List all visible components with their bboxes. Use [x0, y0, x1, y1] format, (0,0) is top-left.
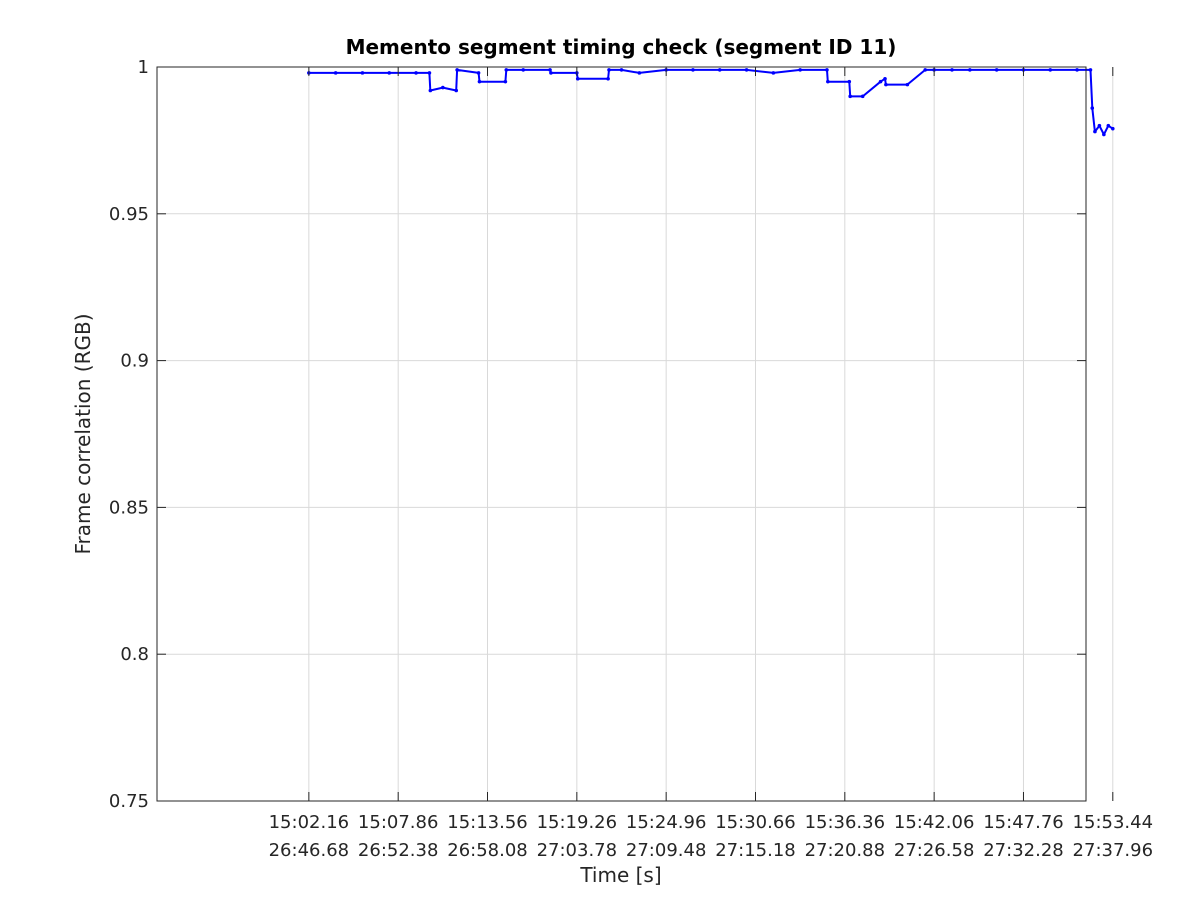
data-point: [360, 71, 365, 75]
data-point: [549, 71, 553, 75]
data-point: [619, 68, 624, 72]
data-point: [441, 85, 445, 90]
data-point: [744, 68, 749, 72]
x-tick-label-row2: 27:20.88: [805, 840, 886, 861]
data-point: [387, 71, 392, 75]
x-tick-label-row2: 27:32.28: [983, 840, 1064, 861]
y-tick-label: 0.95: [109, 204, 149, 225]
x-tick-label-row1: 15:24.96: [626, 812, 707, 833]
plot-frame: [156, 66, 1087, 802]
series: [307, 68, 1115, 137]
data-point: [476, 71, 481, 75]
data-point: [847, 79, 852, 84]
data-point: [717, 68, 722, 72]
data-point: [427, 71, 432, 75]
x-tick-label-row1: 15:19.26: [537, 812, 618, 833]
x-tick-label-row1: 15:07.86: [358, 812, 439, 833]
data-point: [1093, 129, 1097, 134]
x-tick-label-row2: 27:37.96: [1073, 840, 1154, 861]
x-tick-label-row2: 27:09.48: [626, 840, 707, 861]
data-point: [606, 76, 610, 81]
data-point: [1090, 106, 1095, 110]
data-point: [637, 71, 642, 75]
data-point: [333, 71, 338, 75]
x-tick-label-row2: 26:58.08: [447, 840, 528, 861]
x-tick-label-row1: 15:30.66: [715, 812, 796, 833]
data-point: [1102, 132, 1106, 137]
x-tick-label-row1: 15:02.16: [269, 812, 350, 833]
data-point: [691, 68, 695, 72]
data-point: [414, 71, 418, 75]
x-tick-label-row1: 15:13.56: [447, 812, 528, 833]
x-axis-label: Time [s]: [579, 863, 661, 887]
y-tick-label: 1: [138, 57, 149, 78]
data-point: [1075, 68, 1079, 72]
x-tick-label-row2: 26:46.68: [269, 840, 350, 861]
data-point: [504, 68, 509, 72]
data-point: [503, 79, 508, 84]
x-tick-label-row1: 15:47.76: [983, 812, 1064, 833]
data-point: [968, 68, 972, 72]
x-tick-label-row1: 15:53.44: [1073, 812, 1154, 833]
data-point: [878, 79, 883, 84]
data-point: [1106, 123, 1111, 128]
x-tick-label-row2: 27:15.18: [715, 840, 796, 861]
data-point: [1088, 68, 1093, 72]
ticks: 0.75 0.8 0.85 0.9 0.95 1 15:02.16 26:46.68 15:07…: [109, 57, 1153, 861]
data-point: [771, 71, 776, 75]
data-point: [950, 68, 954, 72]
data-point: [883, 76, 887, 81]
data-point: [428, 88, 433, 93]
y-tick-label: 0.85: [109, 497, 149, 518]
data-point: [575, 76, 580, 81]
data-point: [548, 68, 552, 72]
data-point: [923, 68, 928, 72]
data-point: [607, 68, 611, 72]
data-point: [826, 79, 830, 84]
data-point: [905, 82, 910, 87]
data-point: [848, 94, 852, 99]
x-tick-label-row2: 27:03.78: [537, 840, 618, 861]
y-tick-label: 0.8: [120, 644, 149, 665]
x-tick-label-row2: 26:52.38: [358, 840, 439, 861]
data-point: [454, 88, 459, 93]
data-point: [884, 82, 888, 87]
data-point: [825, 68, 829, 72]
data-point: [994, 68, 999, 72]
data-point: [477, 79, 482, 84]
chart-title: Memento segment timing check (segment ID…: [346, 35, 897, 59]
data-point: [860, 94, 865, 99]
data-point: [521, 68, 526, 72]
x-tick-label-row2: 27:26.58: [894, 840, 975, 861]
x-tick-label-row1: 15:36.36: [805, 812, 886, 833]
y-tick-label: 0.9: [120, 351, 149, 372]
y-axis-label: Frame correlation (RGB): [71, 313, 95, 554]
data-point: [1048, 68, 1053, 72]
data-point: [798, 68, 802, 72]
data-point: [455, 68, 459, 72]
data-point: [1110, 126, 1115, 131]
x-tick-label-row1: 15:42.06: [894, 812, 975, 833]
plot-background: [157, 67, 1086, 801]
data-point: [1097, 123, 1102, 128]
y-tick-label: 0.75: [109, 791, 149, 812]
